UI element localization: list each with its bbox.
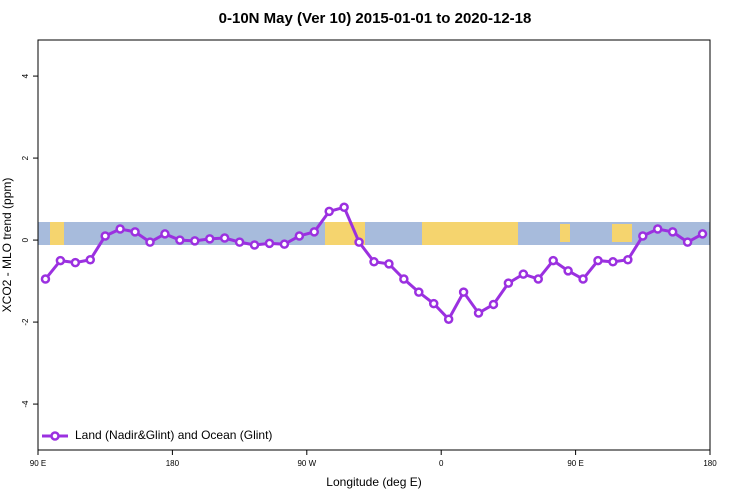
data-point	[518, 269, 529, 279]
data-point	[234, 237, 245, 247]
data-point	[324, 206, 334, 217]
x-axis-label: Longitude (deg E)	[326, 475, 421, 489]
x-tick-label: 90 E	[30, 459, 46, 468]
x-tick-label: 0	[439, 459, 444, 468]
data-point	[100, 231, 110, 241]
data-point	[40, 274, 51, 284]
data-point	[219, 233, 230, 243]
data-point	[533, 274, 544, 284]
data-point	[428, 298, 439, 309]
data-point	[175, 235, 185, 245]
data-point	[130, 227, 140, 237]
data-point	[697, 229, 708, 239]
x-tick-label: 180	[703, 459, 717, 468]
data-point	[264, 238, 275, 249]
data-point	[667, 227, 678, 237]
data-point	[249, 240, 260, 250]
legend-marker	[50, 431, 60, 441]
y-axis-label: XCO2 - MLO trend (ppm)	[0, 178, 14, 313]
data-point	[473, 308, 484, 318]
data-point	[682, 237, 693, 247]
data-point	[638, 231, 648, 241]
data-point	[55, 255, 66, 266]
legend-label: Land (Nadir&Glint) and Ocean (Glint)	[75, 428, 272, 442]
data-point	[652, 224, 663, 234]
data-point	[414, 287, 424, 297]
data-point	[369, 257, 379, 267]
data-point	[145, 237, 155, 247]
data-point	[204, 234, 215, 244]
y-tick-label: -4	[21, 400, 30, 408]
y-tick-label: 4	[21, 73, 30, 78]
data-point	[160, 229, 170, 239]
data-point	[488, 299, 499, 310]
data-point	[384, 259, 394, 269]
x-tick-label: 90 W	[297, 459, 316, 468]
data-point	[279, 239, 290, 249]
data-point	[563, 266, 573, 276]
data-point	[85, 255, 96, 265]
data-point	[503, 278, 514, 288]
plot-frame	[37, 39, 711, 451]
data-point	[578, 274, 588, 284]
y-tick-label: 0	[21, 237, 30, 242]
data-point	[608, 257, 618, 267]
data-point	[70, 257, 81, 268]
data-point	[294, 231, 305, 241]
data-point	[354, 237, 364, 247]
data-point	[458, 287, 469, 297]
data-point	[399, 274, 409, 284]
data-point	[593, 255, 603, 266]
data-point	[623, 255, 633, 265]
data-point	[309, 227, 320, 237]
data-point	[115, 224, 125, 234]
data-point	[443, 314, 454, 324]
y-tick-label: 2	[21, 155, 30, 160]
chart-title: 0-10N May (Ver 10) 2015-01-01 to 2020-12…	[219, 10, 532, 27]
data-point	[190, 236, 200, 246]
data-point	[339, 202, 349, 213]
y-tick-label: -2	[21, 318, 30, 326]
x-tick-label: 180	[166, 459, 180, 468]
data-point	[548, 255, 558, 266]
x-tick-label: 90 E	[567, 459, 583, 468]
